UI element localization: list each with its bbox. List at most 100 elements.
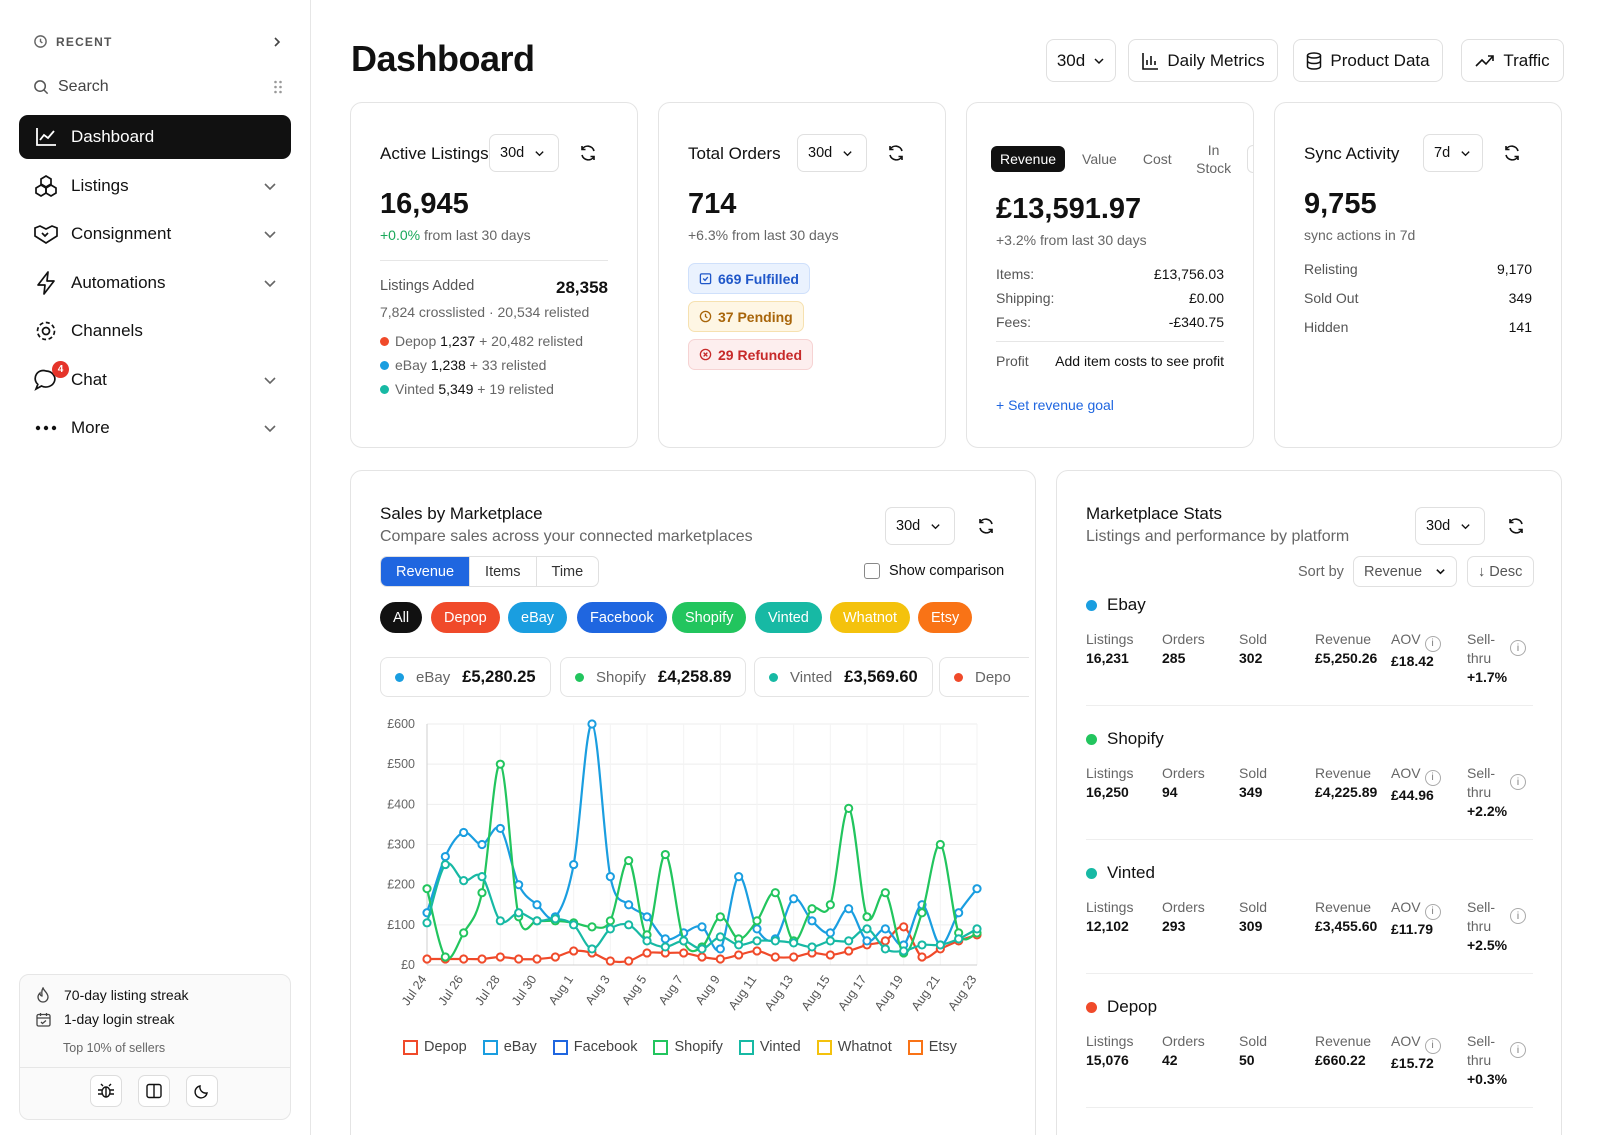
refresh-icon[interactable] <box>1501 142 1523 164</box>
stat-label: Revenue <box>1315 631 1372 647</box>
platform-header: Ebay <box>1086 595 1146 615</box>
info-icon[interactable]: i <box>1424 903 1441 920</box>
drag-handle-icon[interactable] <box>273 80 283 94</box>
tab-time[interactable]: Time <box>551 563 584 580</box>
bug-report-button[interactable] <box>90 1075 122 1107</box>
comparison-checkbox[interactable] <box>864 563 880 579</box>
sidebar-item-listings[interactable]: Listings <box>19 164 291 208</box>
sidebar-item-channels[interactable]: Channels <box>19 309 291 353</box>
data-point <box>770 952 780 962</box>
sidebar-nav: Dashboard Listings Consignment Automatio… <box>19 115 291 455</box>
sales-by-marketplace-card: Sales by Marketplace Compare sales acros… <box>350 470 1036 1135</box>
listings-added-value: 28,358 <box>556 278 608 297</box>
info-icon[interactable]: i <box>1510 1042 1526 1058</box>
info-icon[interactable]: i <box>1424 1037 1441 1054</box>
chevron-down-icon[interactable] <box>263 421 277 435</box>
traffic-button[interactable]: Traffic <box>1461 39 1564 82</box>
tab-cost[interactable]: Cost <box>1142 151 1172 167</box>
data-point <box>532 916 542 926</box>
set-revenue-goal-link[interactable]: + Set revenue goal <box>996 397 1114 413</box>
tab-in-stock[interactable]: In Stock <box>1196 142 1232 176</box>
chevron-down-icon[interactable] <box>263 276 277 290</box>
refresh-icon[interactable] <box>885 142 907 164</box>
sell-thru-stat: Sell-thru +0.3% <box>1467 1032 1527 1089</box>
refresh-icon[interactable] <box>1505 515 1527 537</box>
pending-badge[interactable]: 37 Pending <box>688 301 804 332</box>
refresh-icon[interactable] <box>577 142 599 164</box>
tab-value[interactable]: Value <box>1082 151 1117 167</box>
info-icon[interactable]: i <box>1424 769 1441 786</box>
sidebar-item-dashboard[interactable]: Dashboard <box>19 115 291 159</box>
chip-facebook[interactable]: Facebook <box>577 602 667 633</box>
show-comparison-toggle[interactable]: Show comparison <box>864 563 1004 579</box>
legend-item[interactable]: Shopify <box>653 1039 723 1055</box>
data-point <box>514 908 524 918</box>
chip-depop[interactable]: Depop <box>431 602 500 633</box>
chip-whatnot[interactable]: Whatnot <box>830 602 910 633</box>
sidebar-item-chat[interactable]: 4 Chat <box>19 358 291 402</box>
legend-label: Facebook <box>573 1039 638 1055</box>
chip-ebay[interactable]: eBay <box>508 602 568 633</box>
legend-item[interactable]: Vinted <box>738 1039 801 1055</box>
period-select[interactable]: 30d <box>797 134 867 172</box>
chip-all[interactable]: All <box>380 602 423 633</box>
dark-mode-button[interactable] <box>186 1075 218 1107</box>
depop-dot <box>954 672 963 682</box>
legend-item[interactable]: eBay <box>482 1039 537 1055</box>
sort-order-button[interactable]: ↓ Desc <box>1467 556 1534 587</box>
sort-label: Sort by <box>1298 564 1344 580</box>
info-icon[interactable]: i <box>1424 635 1441 652</box>
market-name: Vinted <box>395 381 435 397</box>
stat-value: 50 <box>1239 1052 1255 1068</box>
period-select[interactable]: 30d <box>1046 39 1116 82</box>
chevron-down-icon <box>1094 57 1104 64</box>
period-select[interactable]: 30d <box>885 507 955 545</box>
listings-added-row: Listings Added 28,358 <box>380 278 608 298</box>
chip-shopify[interactable]: Shopify <box>672 602 747 633</box>
info-icon[interactable]: i <box>1510 640 1526 656</box>
info-icon[interactable]: i <box>1510 908 1526 924</box>
layout-toggle-button[interactable] <box>138 1075 170 1107</box>
chevron-down-icon[interactable] <box>263 179 277 193</box>
fees-value: -£340.75 <box>1168 314 1224 330</box>
sidebar-item-more[interactable]: More <box>19 406 291 450</box>
refunded-badge[interactable]: 29 Refunded <box>688 339 814 370</box>
sidebar-item-automations[interactable]: Automations <box>19 261 291 305</box>
total-ebay: eBay £5,280.25 <box>380 657 551 697</box>
period-select[interactable]: 30d <box>489 134 559 172</box>
legend-item[interactable]: Etsy <box>907 1039 957 1055</box>
period-select[interactable]: 7d <box>1423 134 1483 172</box>
legend-item[interactable]: Facebook <box>552 1039 638 1055</box>
chip-vinted[interactable]: Vinted <box>755 602 822 633</box>
sold-stat: Sold 302 <box>1239 630 1267 668</box>
legend-item[interactable]: Depop <box>403 1039 467 1055</box>
search-input[interactable]: Search <box>33 78 283 96</box>
period-select[interactable]: 30d <box>1246 145 1253 173</box>
sidebar-item-consignment[interactable]: Consignment <box>19 212 291 256</box>
y-tick-label: £100 <box>387 918 415 932</box>
tab-revenue[interactable]: Revenue <box>991 146 1066 172</box>
data-point <box>807 904 817 914</box>
tab-items[interactable]: Items <box>470 557 537 586</box>
data-point <box>954 934 964 944</box>
sort-select[interactable]: Revenue <box>1353 556 1457 587</box>
chevron-down-icon <box>931 523 940 529</box>
chevron-down-icon[interactable] <box>263 373 277 387</box>
chip-etsy[interactable]: Etsy <box>918 602 973 633</box>
fulfilled-badge[interactable]: 669 Fulfilled <box>688 263 810 294</box>
refresh-icon[interactable] <box>975 515 997 537</box>
recent-header[interactable]: RECENT <box>33 34 283 49</box>
data-point <box>880 944 890 954</box>
relisting-value: 9,170 <box>1496 261 1532 277</box>
platform-dot <box>1086 599 1097 611</box>
chevron-down-icon[interactable] <box>263 227 277 241</box>
shopify-dot <box>575 672 584 682</box>
daily-metrics-button[interactable]: Daily Metrics <box>1128 39 1278 82</box>
tab-revenue[interactable]: Revenue <box>381 557 471 586</box>
period-select[interactable]: 30d <box>1415 507 1485 545</box>
product-data-button[interactable]: Product Data <box>1293 39 1443 82</box>
relisting-row: Relisting 9,170 <box>1304 261 1532 277</box>
x-tick-label: Jul 24 <box>399 973 430 1008</box>
legend-item[interactable]: Whatnot <box>816 1039 892 1055</box>
info-icon[interactable]: i <box>1510 774 1526 790</box>
